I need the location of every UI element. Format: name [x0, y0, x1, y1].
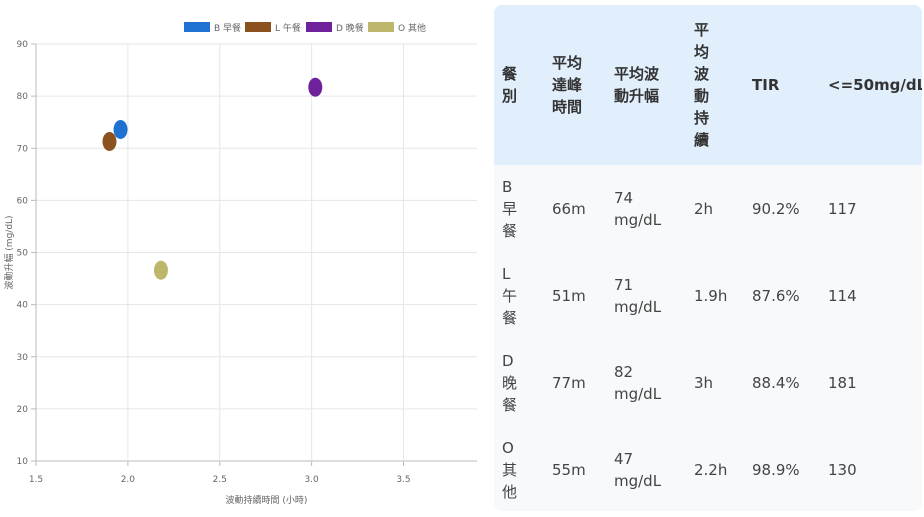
- table-header-row: 餐 別 平均 達峰 時間 平均波 動升幅 平 均 波 動 持 續 TIR <=5…: [494, 5, 922, 165]
- table-cell: 98.9%: [752, 460, 800, 479]
- meal-stats-table-panel: 餐 別 平均 達峰 時間 平均波 動升幅 平 均 波 動 持 續 TIR <=5…: [494, 5, 922, 511]
- legend-swatch: [306, 22, 332, 32]
- table-cell: 47 mg/dL: [614, 449, 662, 490]
- table-cell: 90.2%: [752, 199, 800, 218]
- table-row: L 午 餐 51m 71 mg/dL 1.9h 87.6% 114: [494, 252, 922, 339]
- legend-swatch: [184, 22, 210, 32]
- y-tick-label: 90: [17, 40, 29, 50]
- table-cell: 77m: [552, 373, 586, 392]
- legend-entry: D 晚餐: [306, 22, 364, 34]
- header-avg-duration: 平 均 波 動 持 續: [686, 5, 744, 165]
- table-cell: D 晚 餐: [502, 351, 518, 414]
- table-cell: 1.9h: [694, 286, 728, 305]
- table-cell: 130: [828, 460, 857, 479]
- legend-swatch: [368, 22, 394, 32]
- header-avg-rise: 平均波 動升幅: [606, 5, 686, 165]
- x-tick-label: 3.0: [304, 475, 319, 485]
- header-peak-time: 平均 達峰 時間: [544, 5, 606, 165]
- legend-label: D 晚餐: [336, 22, 364, 34]
- table-row: O 其 他 55m 47 mg/dL 2.2h 98.9% 130: [494, 426, 922, 511]
- legend-label: O 其他: [398, 22, 426, 34]
- data-point: [153, 260, 168, 280]
- y-tick-label: 50: [17, 249, 29, 259]
- table-cell: 71 mg/dL: [614, 275, 662, 316]
- table-cell: 87.6%: [752, 286, 800, 305]
- data-point: [102, 131, 117, 151]
- x-tick-label: 2.0: [121, 475, 136, 485]
- y-tick-label: 30: [17, 353, 29, 363]
- legend-entry: B 早餐: [184, 22, 241, 34]
- header-text: 平均波 動升幅: [614, 65, 660, 105]
- y-axis-title: 波動升幅 (mg/dL): [3, 215, 15, 289]
- legend-label: B 早餐: [214, 22, 241, 34]
- y-tick-label: 70: [17, 144, 29, 154]
- header-meal: 餐 別: [494, 5, 544, 165]
- table-row: D 晚 餐 77m 82 mg/dL 3h 88.4% 181: [494, 339, 922, 426]
- table-cell: 51m: [552, 286, 586, 305]
- x-axis-title: 波動持續時間 (小時): [226, 494, 308, 506]
- table-row: B 早 餐 66m 74 mg/dL 2h 90.2% 117: [494, 165, 922, 252]
- x-tick-label: 1.5: [29, 475, 43, 485]
- header-text: TIR: [752, 76, 780, 94]
- table-cell: 66m: [552, 199, 586, 218]
- scatter-chart: 10 20 30 40 50 60 70 80 90 1.5 2.0 2.5 3.0 3.5 波動持續時間 …: [3, 22, 477, 506]
- table-cell: O 其 他: [502, 438, 518, 501]
- legend-entry: L 午餐: [245, 22, 301, 34]
- table-cell: B 早 餐: [502, 177, 518, 240]
- y-tick-label: 40: [17, 301, 29, 311]
- header-text: 餐 別: [502, 65, 518, 105]
- y-tick-label: 10: [17, 457, 29, 467]
- y-tick-label: 60: [17, 196, 29, 206]
- table-cell: 82 mg/dL: [614, 362, 662, 403]
- data-point: [113, 119, 128, 139]
- x-tick-label: 3.5: [396, 475, 410, 485]
- table-cell: 117: [828, 199, 857, 218]
- legend-label: L 午餐: [275, 22, 301, 34]
- table-cell: 114: [828, 286, 857, 305]
- table-cell: 3h: [694, 373, 714, 392]
- header-tir: TIR: [744, 5, 820, 165]
- table-cell: 88.4%: [752, 373, 800, 392]
- y-tick-label: 20: [17, 405, 29, 415]
- legend-swatch: [245, 22, 271, 32]
- table-cell: 2h: [694, 199, 714, 218]
- table-cell: L 午 餐: [502, 264, 518, 327]
- header-text: <=50mg/dL: [828, 76, 922, 94]
- meal-stats-table: 餐 別 平均 達峰 時間 平均波 動升幅 平 均 波 動 持 續 TIR <=5…: [494, 5, 922, 511]
- chart-svg: 10 20 30 40 50 60 70 80 90 1.5 2.0 2.5 3.0 3.5 波動持續時間 …: [3, 22, 477, 506]
- header-text: 平 均 波 動 持 續: [694, 21, 710, 149]
- table-cell: 2.2h: [694, 460, 728, 479]
- legend-entry: O 其他: [368, 22, 426, 34]
- table-cell: 74 mg/dL: [614, 188, 662, 229]
- header-text: 平均 達峰 時間: [552, 54, 583, 116]
- header-below-50: <=50mg/dL: [820, 5, 922, 165]
- y-tick-label: 80: [17, 92, 29, 102]
- data-point: [308, 77, 323, 97]
- x-tick-label: 2.5: [213, 475, 227, 485]
- table-cell: 55m: [552, 460, 586, 479]
- table-cell: 181: [828, 373, 857, 392]
